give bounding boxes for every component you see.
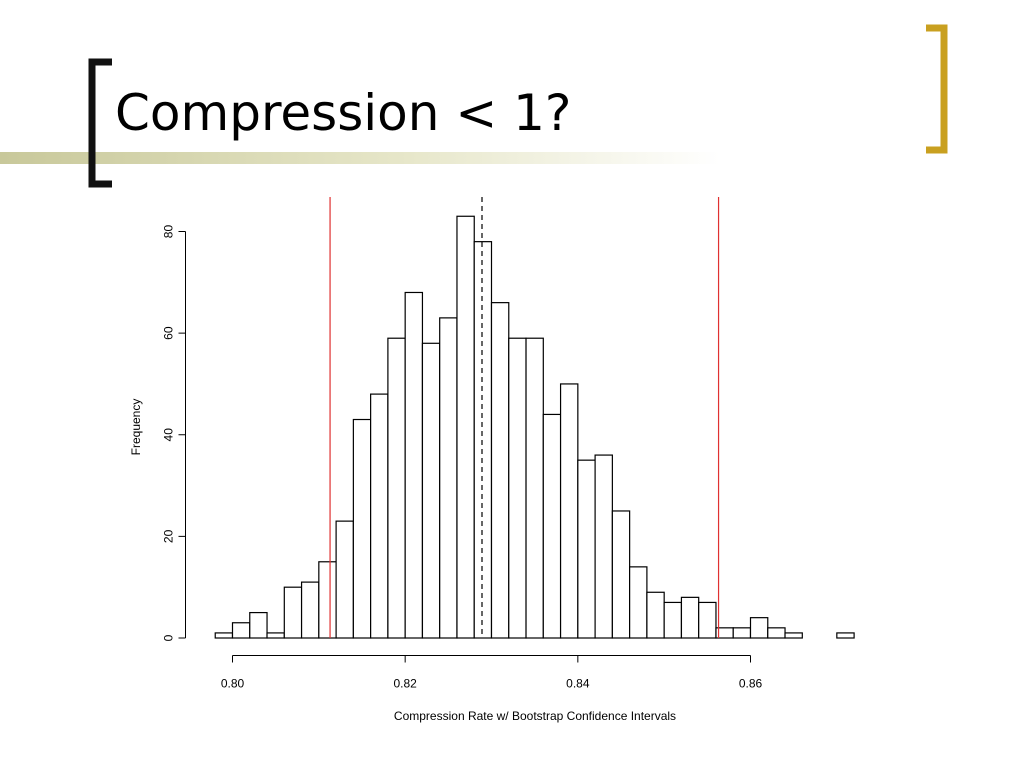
histogram-bar: [559, 383, 579, 639]
histogram-bar: [335, 520, 354, 639]
histogram-bar: [231, 622, 251, 639]
histogram-bar: [525, 337, 544, 639]
x-tick-label: 0.86: [739, 677, 763, 691]
histogram-bar: [266, 632, 285, 639]
histogram-bar: [352, 418, 372, 639]
histogram-bar: [611, 510, 631, 639]
histogram-bar: [698, 601, 717, 639]
left-bracket-decoration: [88, 58, 112, 188]
histogram-bar: [594, 454, 613, 639]
histogram-bar: [249, 611, 268, 639]
histogram-bar: [318, 561, 337, 639]
histogram-bar: [749, 617, 769, 639]
histogram-bar: [404, 291, 424, 639]
histogram-bar: [370, 393, 389, 639]
histogram-bar: [214, 632, 234, 639]
histogram-bar: [732, 627, 752, 639]
histogram-bar: [836, 632, 855, 639]
x-axis: 0.80 0.82 0.84 0.86: [221, 655, 763, 691]
histogram-bar: [473, 241, 493, 639]
y-axis-title: Frequency: [129, 399, 143, 456]
histogram-bar: [300, 581, 320, 639]
histogram-bar: [283, 586, 303, 639]
x-tick-label: 0.82: [393, 677, 417, 691]
y-axis: 0 20 40 60 80: [162, 225, 186, 641]
x-axis-title: Compression Rate w/ Bootstrap Confidence…: [394, 709, 676, 723]
histogram-bar: [629, 566, 648, 639]
histogram-bar: [784, 632, 803, 639]
x-tick-label: 0.84: [566, 677, 590, 691]
histogram-bar: [387, 337, 406, 639]
histogram-bar: [456, 215, 475, 639]
histogram-bars: [214, 215, 855, 639]
y-tick-label: 20: [162, 529, 176, 543]
histogram-bar: [767, 627, 786, 639]
histogram-bar: [577, 459, 596, 639]
title-underline-band: [0, 152, 720, 164]
x-tick-label: 0.80: [221, 677, 245, 691]
reference-lines: [329, 197, 720, 638]
histogram-bar: [421, 342, 441, 639]
histogram-bar: [542, 413, 562, 639]
histogram-bar: [680, 596, 700, 639]
y-tick-label: 0: [162, 634, 176, 641]
histogram-bar: [439, 317, 458, 639]
histogram-bar: [508, 337, 527, 639]
histogram-bar: [646, 591, 665, 639]
y-tick-label: 40: [162, 428, 176, 442]
y-tick-label: 80: [162, 225, 176, 239]
slide-title: Compression < 1?: [115, 84, 572, 142]
histogram-bar: [490, 302, 510, 639]
right-bracket-decoration: [926, 24, 948, 154]
histogram-bar: [663, 601, 683, 639]
y-tick-label: 60: [162, 326, 176, 340]
